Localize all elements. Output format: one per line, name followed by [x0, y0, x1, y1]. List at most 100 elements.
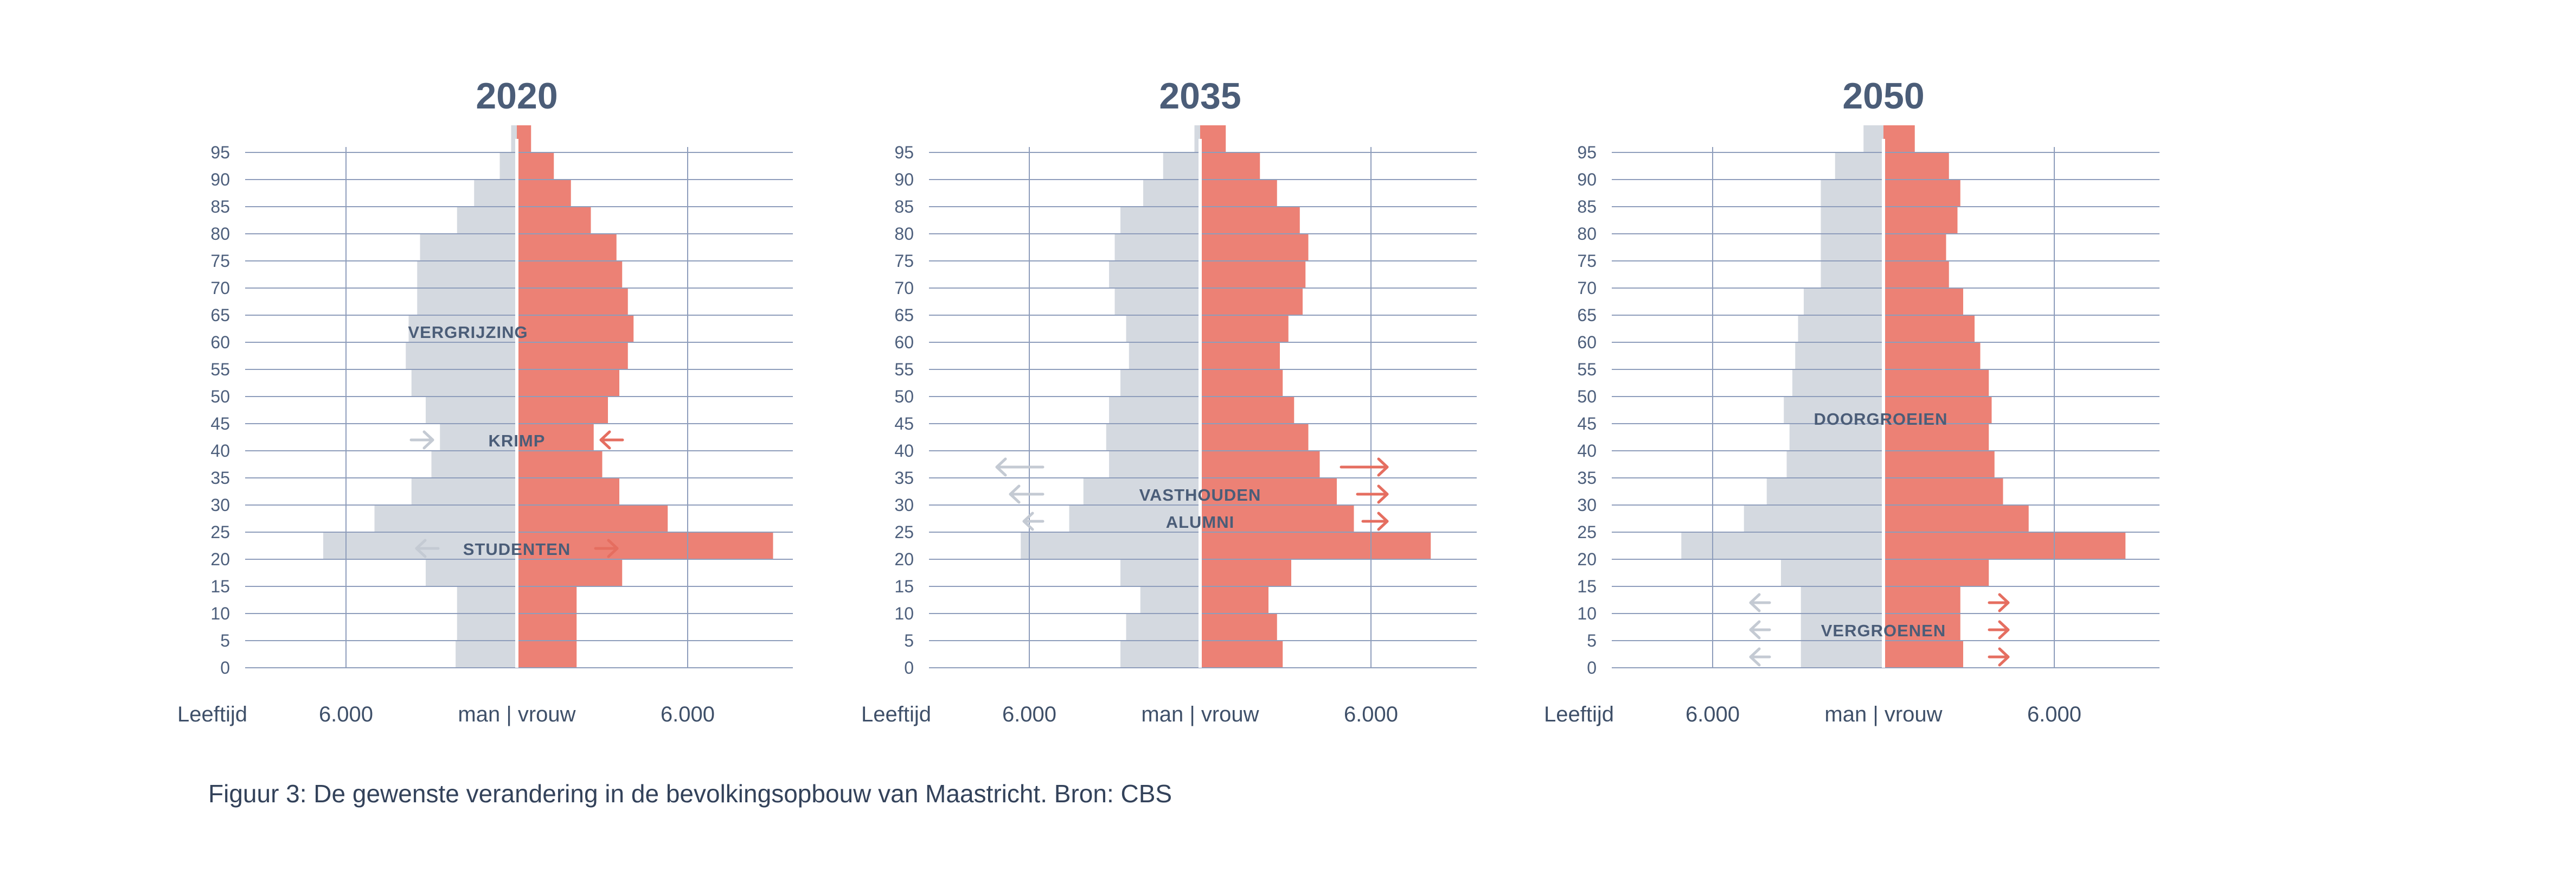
bar-man-0	[456, 641, 517, 668]
bar-vrouw-60	[517, 315, 634, 342]
annotation-studenten: STUDENTEN	[463, 540, 571, 559]
bar-vrouw-90	[1883, 152, 1949, 180]
bar-man-25	[1744, 505, 1883, 532]
age-tick-label: 75	[210, 251, 230, 271]
age-tick-label: 20	[210, 550, 230, 569]
bar-man-45	[426, 397, 517, 424]
age-tick-label: 35	[894, 468, 914, 488]
bar-vrouw-45	[1200, 397, 1295, 424]
age-tick-label: 35	[210, 468, 230, 488]
arrow-icon-1-4-head	[1749, 647, 1761, 667]
bar-man-55	[406, 342, 517, 369]
ylabel-leeftijd: Leeftijd	[1544, 702, 1614, 726]
bar-vrouw-15	[1200, 559, 1291, 586]
arrow-icon-1-0-head	[422, 430, 434, 450]
bar-man-80	[457, 207, 517, 234]
bar-vrouw-70	[1200, 261, 1306, 288]
annotation-alumni: ALUMNI	[1166, 513, 1235, 532]
bar-vrouw-30	[517, 478, 619, 505]
bar-man-50	[1120, 369, 1200, 397]
xlabel-man-vrouw: man | vrouw	[1141, 702, 1259, 726]
arrow-icon-0-2-head	[1009, 484, 1021, 504]
age-tick-label: 15	[894, 577, 914, 596]
chart-title: 2035	[1159, 75, 1241, 117]
bar-vrouw-80	[1200, 207, 1300, 234]
bar-man-5	[457, 614, 517, 641]
bar-vrouw-10	[1883, 586, 1960, 614]
bar-vrouw-85	[1200, 180, 1277, 207]
bar-vrouw-40	[1883, 424, 1989, 451]
age-tick-label: 25	[1577, 522, 1597, 542]
age-tick-label: 35	[1577, 468, 1597, 488]
annotation-vasthouden: VASTHOUDEN	[1139, 485, 1261, 504]
age-tick-label: 15	[1577, 577, 1597, 596]
age-tick-label: 0	[220, 658, 230, 678]
bar-man-30	[1766, 478, 1883, 505]
arrow-icon-2-1-head	[607, 539, 619, 558]
bar-vrouw-55	[517, 342, 628, 369]
bar-man-20	[1681, 532, 1883, 559]
bar-man-90	[499, 152, 517, 180]
bar-man-70	[417, 261, 517, 288]
bar-man-90	[1163, 152, 1200, 180]
bar-man-55	[1129, 342, 1200, 369]
age-tick-label: 40	[894, 441, 914, 461]
age-tick-label: 40	[210, 441, 230, 461]
bar-man-80	[1821, 207, 1883, 234]
bar-vrouw-95	[1883, 125, 1915, 152]
bar-man-85	[474, 180, 517, 207]
bar-vrouw-5	[1200, 614, 1277, 641]
bar-man-85	[1821, 180, 1883, 207]
x-tick-label: 6.000	[1002, 702, 1056, 726]
bar-man-55	[1795, 342, 1883, 369]
bar-vrouw-35	[1200, 451, 1320, 478]
age-tick-label: 80	[210, 224, 230, 244]
bar-vrouw-0	[1883, 641, 1963, 668]
x-tick-label: 6.000	[319, 702, 373, 726]
arrow-icon-1-1-head	[599, 430, 611, 450]
bar-man-5	[1126, 614, 1200, 641]
bar-vrouw-30	[1883, 478, 2003, 505]
age-tick-label: 5	[220, 631, 230, 650]
bar-man-10	[1800, 586, 1883, 614]
arrow-icon-1-3-head	[1998, 620, 2010, 640]
bar-man-5	[1800, 614, 1883, 641]
bar-man-0	[1800, 641, 1883, 668]
bar-vrouw-40	[1200, 424, 1309, 451]
pyramid-2020: 2020 0 5 10 15 20 25 30 35 40 45 50 55 60 65 70 75 80 85 90…	[177, 75, 793, 726]
bar-man-75	[1821, 234, 1883, 261]
arrow-icon-0-4-head	[1022, 512, 1034, 531]
bar-vrouw-55	[1200, 342, 1280, 369]
annotation-krimp: KRIMP	[489, 431, 546, 450]
age-tick-label: 60	[210, 333, 230, 352]
age-tick-label: 95	[210, 143, 230, 162]
bar-man-95	[511, 125, 517, 152]
bar-vrouw-75	[1883, 234, 1946, 261]
bar-man-25	[1069, 505, 1200, 532]
x-tick-label: 6.000	[1686, 702, 1740, 726]
age-tick-label: 25	[210, 522, 230, 542]
bar-vrouw-10	[1200, 586, 1268, 614]
x-tick-label: 6.000	[1344, 702, 1398, 726]
bar-man-15	[1120, 559, 1200, 586]
age-tick-label: 45	[210, 414, 230, 433]
bar-vrouw-90	[1200, 152, 1260, 180]
bar-man-75	[420, 234, 517, 261]
age-tick-label: 65	[1577, 305, 1597, 325]
bar-man-40	[1789, 424, 1883, 451]
bar-vrouw-75	[1200, 234, 1309, 261]
age-tick-label: 10	[210, 604, 230, 623]
age-tick-label: 60	[894, 333, 914, 352]
age-tick-label: 55	[894, 360, 914, 379]
arrow-icon-0-3-head	[1377, 484, 1389, 504]
bar-man-15	[1781, 559, 1883, 586]
bar-vrouw-35	[517, 451, 603, 478]
bar-man-0	[1120, 641, 1200, 668]
bar-man-45	[1784, 397, 1883, 424]
bar-man-70	[1821, 261, 1883, 288]
age-tick-label: 85	[210, 197, 230, 216]
bar-vrouw-0	[1200, 641, 1283, 668]
bar-vrouw-90	[517, 152, 554, 180]
bar-man-90	[1835, 152, 1883, 180]
